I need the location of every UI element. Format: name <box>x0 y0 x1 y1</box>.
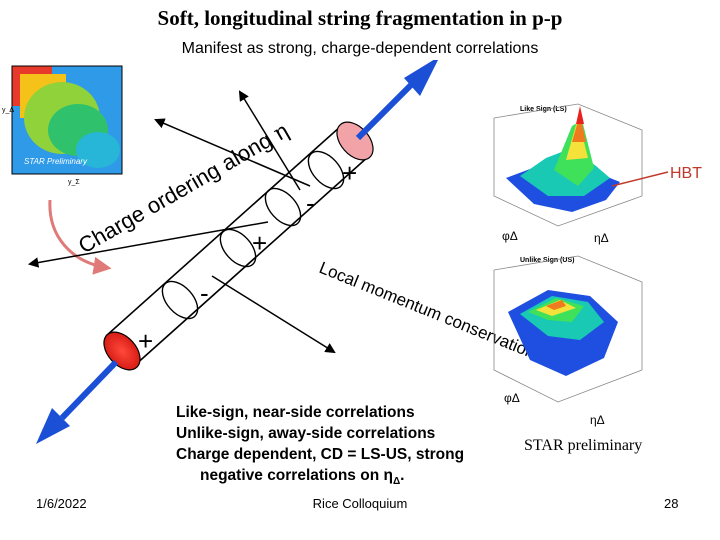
particle-arrow-2 <box>154 118 311 187</box>
bullet-text: Like-sign, near-side correlations Unlike… <box>176 402 464 492</box>
local-momentum-label: Local momentum conservation <box>317 258 539 362</box>
beam-arrow-down <box>59 359 119 421</box>
inset-label: STAR Preliminary <box>24 157 88 166</box>
particle-arrow-1 <box>27 221 269 268</box>
string-break-4 <box>307 150 345 190</box>
ls-eta-axis: ηΔ <box>594 231 609 245</box>
string-fragmentation-diagram: STAR Preliminary y_Σ y_Δ + - + - + Charg… <box>2 60 702 444</box>
slide-subtitle: Manifest as strong, charge-dependent cor… <box>181 40 539 57</box>
beam-arrow-up <box>355 79 417 141</box>
slide-title: Soft, longitudinal string fragmentation … <box>157 6 563 30</box>
beam-arrow-down-head <box>36 408 70 444</box>
footer-center: Rice Colloquium <box>312 496 408 511</box>
string-break-2 <box>219 228 257 268</box>
bullet-line-2: Unlike-sign, away-side correlations <box>176 425 436 442</box>
string-break-1 <box>161 280 199 320</box>
beam-arrow-up-head <box>404 60 438 96</box>
star-preliminary-label: STAR preliminary <box>524 437 643 454</box>
hbt-pointer-line <box>611 171 669 187</box>
footer-date: 1/6/2022 <box>36 496 87 511</box>
ordering-curve-arrow <box>48 199 112 275</box>
charge-2: - <box>200 278 209 308</box>
string-break-3 <box>264 187 302 227</box>
like-sign-plot: Like Sign (LS) φΔ ηΔ <box>493 103 643 245</box>
charge-3: + <box>252 228 267 258</box>
us-eta-axis: ηΔ <box>590 413 605 427</box>
charge-4: - <box>306 188 315 218</box>
inset-axis-y: y_Δ <box>2 107 14 114</box>
hbt-label: HBT <box>670 165 702 182</box>
page-number: 28 <box>664 496 679 511</box>
star-preliminary-inset: STAR Preliminary y_Σ y_Δ <box>2 65 123 186</box>
red-end-cap <box>103 331 141 371</box>
particle-arrow-4 <box>211 275 336 354</box>
ls-phi-axis: φΔ <box>502 229 518 243</box>
bullet-line-1: Like-sign, near-side correlations <box>176 404 415 421</box>
unlike-sign-plot: Unlike Sign (US) φΔ ηΔ <box>493 255 643 427</box>
charge-5: + <box>342 158 357 188</box>
bullet-line-3: Charge dependent, CD = LS-US, strong <box>176 446 465 463</box>
bullet-line-4: negative correlations on ηΔ. <box>200 467 405 488</box>
inset-axis-x: y_Σ <box>68 179 80 186</box>
particle-arrow-3 <box>238 90 301 191</box>
us-plot-title: Unlike Sign (US) <box>520 257 574 264</box>
charge-1: + <box>138 326 153 356</box>
us-phi-axis: φΔ <box>504 391 520 405</box>
